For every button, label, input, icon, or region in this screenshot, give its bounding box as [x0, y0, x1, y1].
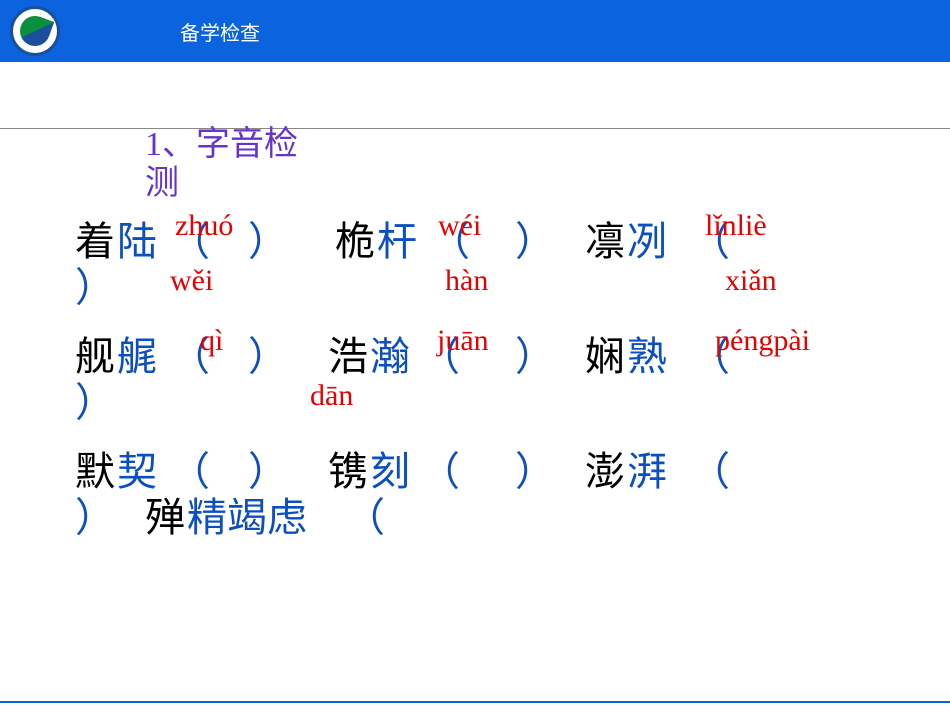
- r2w2-pinyin: juān: [437, 324, 489, 358]
- header-bar: 备学检查: [0, 0, 950, 62]
- r1w1-pinyin: zhuó: [175, 209, 233, 243]
- float-pinyin-3: xiǎn: [725, 264, 777, 298]
- r1w3-pinyin: lǐnliè: [705, 209, 767, 243]
- r1w2-blue: 杆: [377, 209, 417, 267]
- r2w3-pinyin: péngpài: [715, 324, 810, 358]
- r3w3-open: （: [690, 439, 730, 497]
- r3w3-close: ）: [75, 485, 115, 543]
- float-pinyin-1: wěi: [170, 264, 213, 298]
- section-title-line2: 测: [145, 165, 179, 202]
- vocab-area: 着 陆 （ zhuó ） 桅 杆 （ wéi ） 凛 冽 （ lǐnliè ） …: [75, 209, 935, 589]
- r2w2-blue: 瀚: [370, 324, 410, 382]
- r2w3-close: ）: [75, 370, 115, 428]
- r4-open: （: [345, 485, 385, 543]
- r2w2-black: 浩: [328, 324, 368, 382]
- r3w2-open: （: [420, 439, 460, 497]
- r1w3-blue: 冽: [627, 209, 667, 267]
- r1w2-pinyin: wéi: [438, 209, 481, 243]
- slide-content: 1、字音检 测 着 陆 （ zhuó ） 桅 杆 （ wéi ） 凛 冽 （ l…: [0, 125, 950, 589]
- r1w2-black: 桅: [335, 209, 375, 267]
- r2w1-close: ）: [248, 324, 288, 382]
- r2w1-blue: 艉: [117, 324, 157, 382]
- header-title: 备学检查: [180, 17, 260, 46]
- footer-rule: [0, 701, 950, 703]
- r3w2-close: ）: [515, 439, 555, 497]
- r1w1-close: ）: [248, 209, 288, 267]
- r1w3-close: ）: [75, 255, 115, 313]
- r3w3-blue: 湃: [627, 439, 667, 497]
- r1w1-blue: 陆: [117, 209, 157, 267]
- school-logo: [10, 6, 60, 56]
- r4-black: 殚: [145, 485, 185, 543]
- r1w2-close: ）: [515, 209, 555, 267]
- logo-glyph: [16, 12, 54, 50]
- float-pinyin-4: dān: [310, 379, 353, 413]
- r2w3-black: 娴: [585, 324, 625, 382]
- float-pinyin-2: hàn: [445, 264, 488, 298]
- r1w3-black: 凛: [585, 209, 625, 267]
- r2w1-pinyin: qì: [200, 324, 223, 358]
- section-title: 1、字音检 测: [145, 125, 405, 203]
- r2w2-close: ）: [515, 324, 555, 382]
- r4-blue: 精竭虑: [187, 485, 307, 543]
- r3w3-black: 澎: [585, 439, 625, 497]
- section-title-line1: 1、字音检: [145, 126, 298, 163]
- r2w3-blue: 熟: [627, 324, 667, 382]
